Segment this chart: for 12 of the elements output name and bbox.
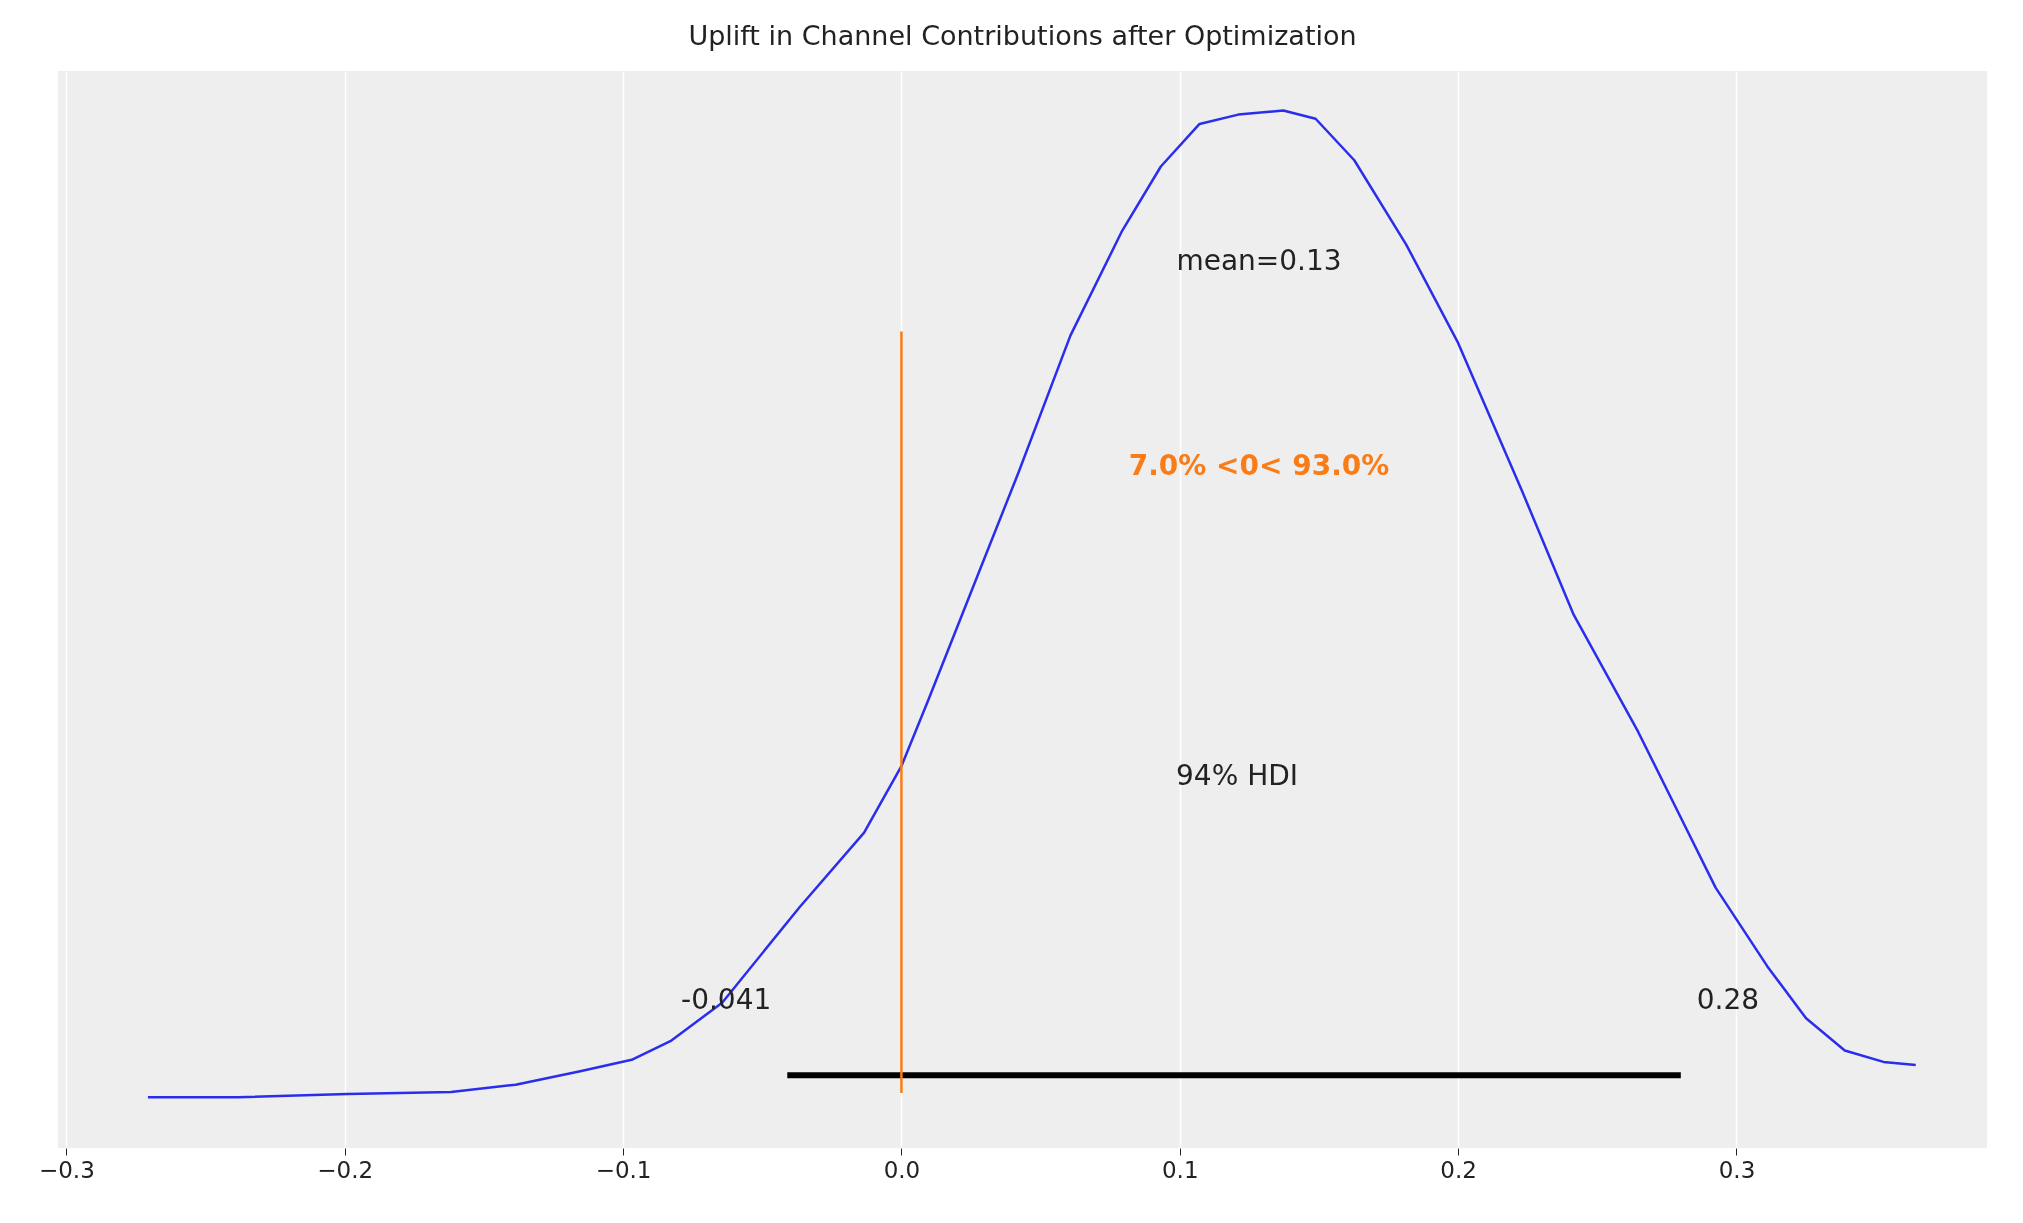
x-tick-label: 0.2: [1440, 1156, 1477, 1183]
x-tick-label: −0.2: [317, 1156, 374, 1183]
x-tick-label: −0.1: [595, 1156, 652, 1183]
x-tick-label: −0.3: [38, 1156, 95, 1183]
chart-title: Uplift in Channel Contributions after Optimization: [688, 20, 1357, 51]
annotation: 7.0% <0< 93.0%: [1128, 449, 1390, 482]
annotation: mean=0.13: [1176, 244, 1342, 277]
x-tick-label: 0.1: [1161, 1156, 1199, 1183]
x-tick-label: 0.3: [1718, 1156, 1756, 1183]
annotation: 94% HDI: [1175, 759, 1299, 792]
x-tick-label: 0.0: [883, 1156, 921, 1183]
annotation: 0.28: [1696, 983, 1760, 1017]
